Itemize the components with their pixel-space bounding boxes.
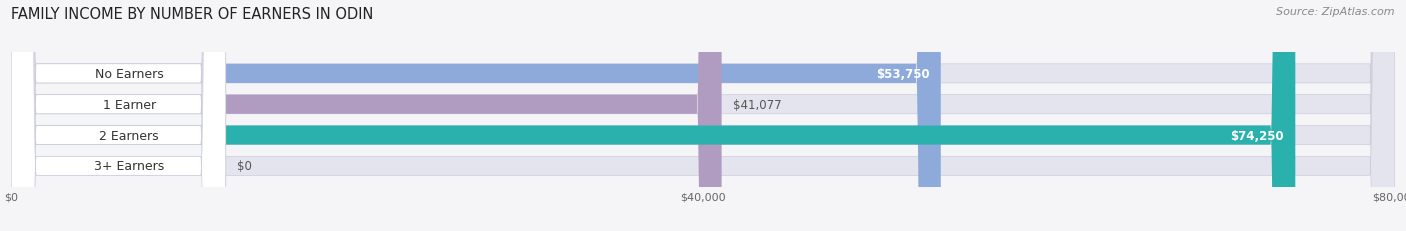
FancyBboxPatch shape xyxy=(11,0,226,231)
FancyBboxPatch shape xyxy=(11,0,1395,231)
Text: No Earners: No Earners xyxy=(94,68,163,81)
Text: 2 Earners: 2 Earners xyxy=(100,129,159,142)
Text: $0: $0 xyxy=(236,160,252,173)
Text: Source: ZipAtlas.com: Source: ZipAtlas.com xyxy=(1277,7,1395,17)
Text: FAMILY INCOME BY NUMBER OF EARNERS IN ODIN: FAMILY INCOME BY NUMBER OF EARNERS IN OD… xyxy=(11,7,374,22)
FancyBboxPatch shape xyxy=(11,0,226,231)
FancyBboxPatch shape xyxy=(11,0,1295,231)
Text: $41,077: $41,077 xyxy=(733,98,782,111)
Text: 3+ Earners: 3+ Earners xyxy=(94,160,165,173)
FancyBboxPatch shape xyxy=(11,0,226,231)
Text: $53,750: $53,750 xyxy=(876,68,929,81)
FancyBboxPatch shape xyxy=(11,0,721,231)
FancyBboxPatch shape xyxy=(11,0,1395,231)
Text: $74,250: $74,250 xyxy=(1230,129,1284,142)
FancyBboxPatch shape xyxy=(11,0,226,231)
FancyBboxPatch shape xyxy=(11,0,941,231)
Text: 1 Earner: 1 Earner xyxy=(103,98,156,111)
FancyBboxPatch shape xyxy=(11,0,1395,231)
FancyBboxPatch shape xyxy=(11,0,1395,231)
